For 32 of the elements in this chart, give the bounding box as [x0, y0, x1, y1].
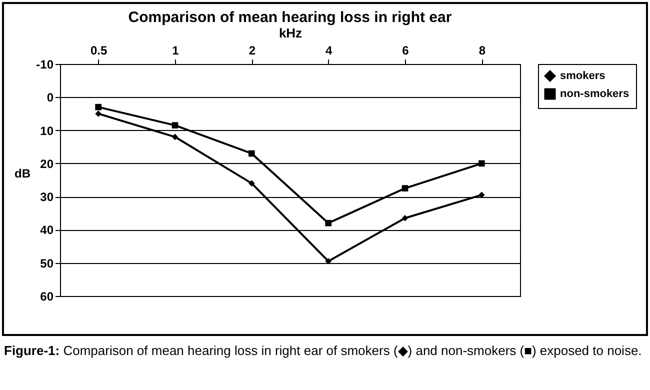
- y-axis-title: dB: [14, 166, 31, 180]
- y-tick-label: -10: [36, 58, 54, 72]
- y-tick-label: 30: [40, 190, 54, 204]
- x-tick-label: 8: [478, 44, 486, 58]
- y-tick-label: 10: [40, 124, 54, 138]
- point: [402, 214, 408, 222]
- x-tick-label: 1: [172, 44, 180, 58]
- x-axis-title: kHz: [278, 26, 303, 40]
- legend-label: non-smokers: [560, 88, 630, 100]
- point: [325, 258, 332, 264]
- y-tick-label: 60: [40, 290, 54, 304]
- point: [478, 192, 485, 198]
- y-tick-label: 40: [40, 223, 54, 238]
- point: [95, 104, 102, 110]
- legend-label: smokers: [560, 70, 606, 82]
- point: [248, 180, 255, 186]
- chart-title: Comparison of mean hearing loss in right ear: [128, 9, 452, 26]
- point: [478, 160, 485, 167]
- x-tick-label: 2: [248, 44, 256, 58]
- point: [325, 220, 332, 226]
- y-tick-label: 50: [40, 256, 54, 270]
- x-tick-label: 4: [325, 44, 332, 58]
- text: Figure-1: Comparison of mean hearing loss in right ear of smokers (◆) and non-smokers (■) exposed to noise.: [4, 342, 643, 360]
- y-tick-label: 20: [40, 156, 54, 171]
- point: [172, 134, 178, 140]
- point: [248, 150, 255, 157]
- point: [402, 185, 408, 192]
- y-tick-label: 0: [46, 90, 54, 105]
- x-tick-label: 6: [402, 44, 410, 58]
- x-tick-label: 0.5: [90, 44, 108, 58]
- point: [95, 110, 102, 117]
- point: [172, 122, 178, 128]
